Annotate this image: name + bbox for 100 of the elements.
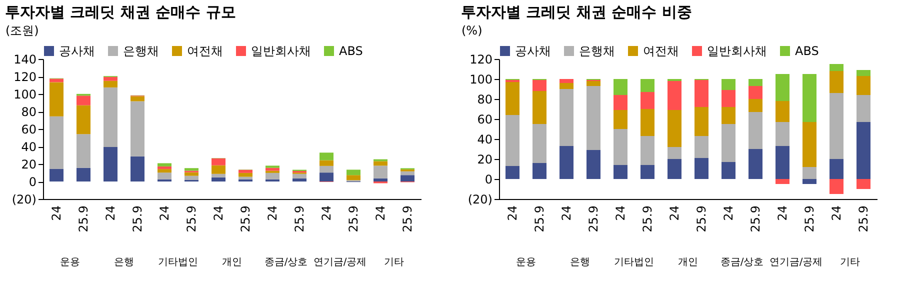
- y-tick-label: 40: [21, 140, 36, 154]
- bar: [50, 116, 64, 169]
- x-tick-label: 24: [50, 206, 64, 221]
- bar: [374, 166, 388, 178]
- bar: [184, 176, 198, 180]
- y-tick-label: 120: [14, 70, 36, 84]
- x-tick-label: 25.9: [346, 206, 360, 232]
- bar: [292, 174, 306, 178]
- legend-label: 은행채: [579, 44, 615, 58]
- bar: [320, 172, 334, 182]
- bar: [374, 161, 388, 166]
- y-tick-label: (20): [12, 192, 36, 206]
- legend-label: ABS: [795, 44, 819, 58]
- legend-label: 여전채: [187, 44, 223, 58]
- x-tick-label: 25.9: [802, 206, 816, 232]
- y-tick-label: 20: [21, 158, 36, 172]
- bar: [776, 101, 790, 122]
- text: 기타: [840, 257, 860, 268]
- bar: [158, 172, 172, 180]
- bar: [560, 146, 574, 179]
- bar: [212, 158, 226, 166]
- x-tick-label: 24: [560, 206, 574, 221]
- bar: [748, 99, 762, 112]
- x-tick-label: 24: [722, 206, 736, 221]
- x-tick-label: 24: [614, 206, 628, 221]
- bar: [184, 172, 198, 176]
- bar: [130, 101, 144, 156]
- text: 개인: [678, 257, 698, 268]
- bar: [212, 174, 226, 178]
- x-tick-label: 25.9: [130, 206, 144, 232]
- bar: [640, 109, 654, 136]
- bar: [76, 168, 90, 182]
- bar: [776, 179, 790, 184]
- bar: [668, 81, 682, 110]
- x-tick-label: 25.9: [292, 206, 306, 232]
- y-tick-label: 80: [477, 92, 492, 106]
- bar: [776, 74, 790, 101]
- text: 은행: [570, 257, 590, 268]
- y-tick-label: 100: [14, 88, 36, 102]
- bar: [640, 136, 654, 165]
- x-tick-label: 24: [320, 206, 334, 221]
- y-tick-label: (20): [468, 192, 492, 206]
- x-tick-label: 25.9: [694, 206, 708, 232]
- bar: [830, 93, 844, 159]
- bar: [802, 167, 816, 179]
- y-axis-title: (조원): [6, 24, 39, 38]
- bar: [856, 179, 870, 189]
- bar: [506, 82, 520, 115]
- text: 기타법인: [614, 257, 654, 268]
- x-tick-label: 24: [374, 206, 388, 221]
- bar: [856, 76, 870, 95]
- y-tick-label: 40: [477, 132, 492, 146]
- bar: [400, 171, 414, 176]
- bar: [506, 166, 520, 179]
- bar: [532, 163, 546, 179]
- text: 은행: [114, 257, 134, 268]
- bar: [694, 158, 708, 179]
- x-tick-label: 24: [158, 206, 172, 221]
- bar: [640, 165, 654, 179]
- bar: [238, 170, 252, 173]
- text: 운용: [516, 257, 536, 268]
- bar: [830, 64, 844, 71]
- bar: [532, 91, 546, 124]
- bar: [238, 172, 252, 177]
- y-tick-label: 20: [477, 152, 492, 166]
- bar: [320, 166, 334, 173]
- bar: [400, 175, 414, 182]
- legend-label: 공사채: [515, 44, 551, 58]
- text: 기타: [384, 257, 404, 268]
- chart-title: 투자자별 크레딧 채권 순매수 규모: [5, 3, 236, 21]
- legend-label: 일반회사채: [251, 44, 311, 58]
- bar: [238, 176, 252, 180]
- x-tick-label: 24: [104, 206, 118, 221]
- bar: [76, 134, 90, 168]
- bar: [346, 175, 360, 180]
- bar: [50, 168, 64, 182]
- y-tick-label: 140: [14, 52, 36, 66]
- y-tick-label: 100: [470, 72, 492, 86]
- bar: [614, 110, 628, 129]
- bar: [320, 160, 334, 166]
- bar: [776, 122, 790, 146]
- text: 연기금/공제: [313, 257, 367, 268]
- bar: [614, 165, 628, 179]
- bar: [50, 82, 64, 116]
- bar: [104, 87, 118, 147]
- text: 연기금/공제: [769, 257, 823, 268]
- bar: [722, 79, 736, 90]
- bar: [694, 80, 708, 107]
- legend-label: 공사채: [59, 44, 95, 58]
- x-tick-label: 24: [776, 206, 790, 221]
- bar: [532, 80, 546, 91]
- x-tick-label: 25.9: [184, 206, 198, 232]
- bar: [640, 79, 654, 92]
- bar: [802, 74, 816, 122]
- bar: [586, 86, 600, 150]
- bar: [802, 122, 816, 167]
- bar: [614, 79, 628, 95]
- x-tick-label: 24: [266, 206, 280, 221]
- x-tick-label: 25.9: [532, 206, 546, 232]
- bar: [560, 83, 574, 89]
